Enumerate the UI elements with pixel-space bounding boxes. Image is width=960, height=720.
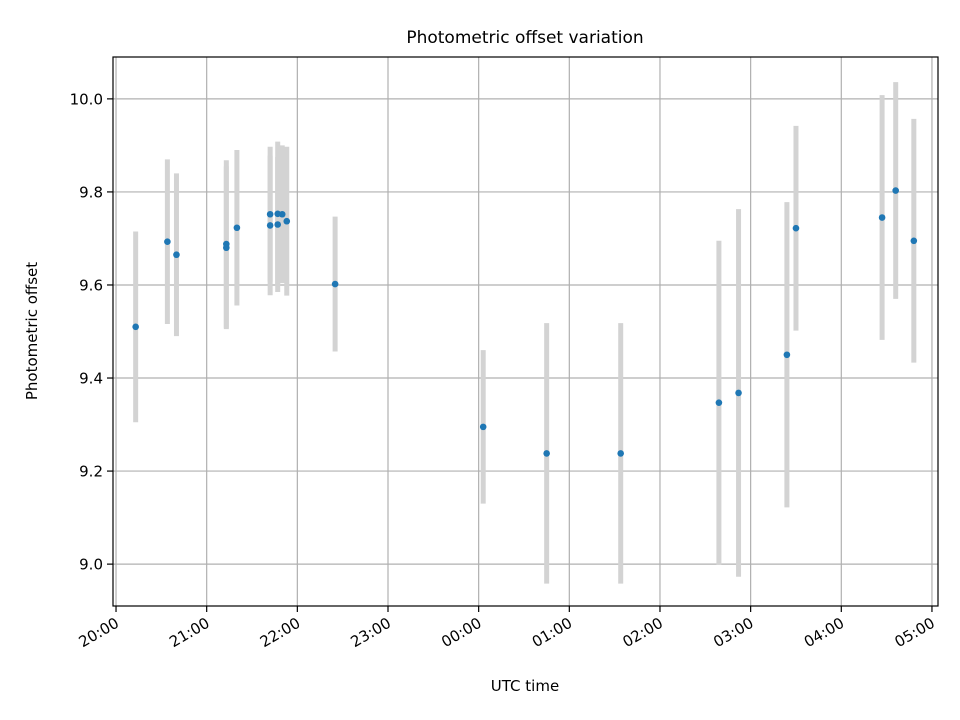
data-point (266, 210, 274, 218)
data-point (164, 238, 171, 246)
data-point (792, 224, 800, 232)
grid (113, 57, 938, 606)
data-point (783, 351, 791, 359)
data-point (735, 389, 742, 397)
y-tick-label: 9.2 (79, 463, 103, 481)
data-point (283, 217, 291, 225)
y-tick-label: 9.4 (79, 370, 103, 388)
x-axis-label: UTC time (491, 677, 559, 695)
data-point (892, 187, 899, 194)
y-axis-label: Photometric offset (23, 262, 41, 400)
data-point (331, 280, 339, 288)
data-point (274, 221, 281, 228)
data-point (173, 251, 180, 259)
data-point (266, 222, 274, 229)
data-points (132, 187, 918, 457)
data-point (223, 244, 230, 252)
y-tick-label: 10.0 (70, 90, 103, 108)
data-point (910, 237, 918, 245)
data-point (233, 224, 241, 232)
y-tick-label: 9.0 (79, 556, 103, 574)
chart-title: Photometric offset variation (406, 28, 643, 48)
y-axis-ticks: 9.0 9.2 9.4 9.6 9.8 10.0 (70, 90, 113, 574)
data-point (543, 450, 550, 457)
data-point (878, 214, 886, 221)
data-point (715, 399, 723, 406)
data-point (132, 323, 139, 331)
data-point (278, 210, 286, 218)
data-point (479, 423, 487, 431)
data-point (617, 450, 624, 457)
y-tick-label: 9.8 (79, 183, 103, 201)
plot-frame (112, 56, 939, 607)
y-tick-label: 9.6 (79, 276, 103, 294)
